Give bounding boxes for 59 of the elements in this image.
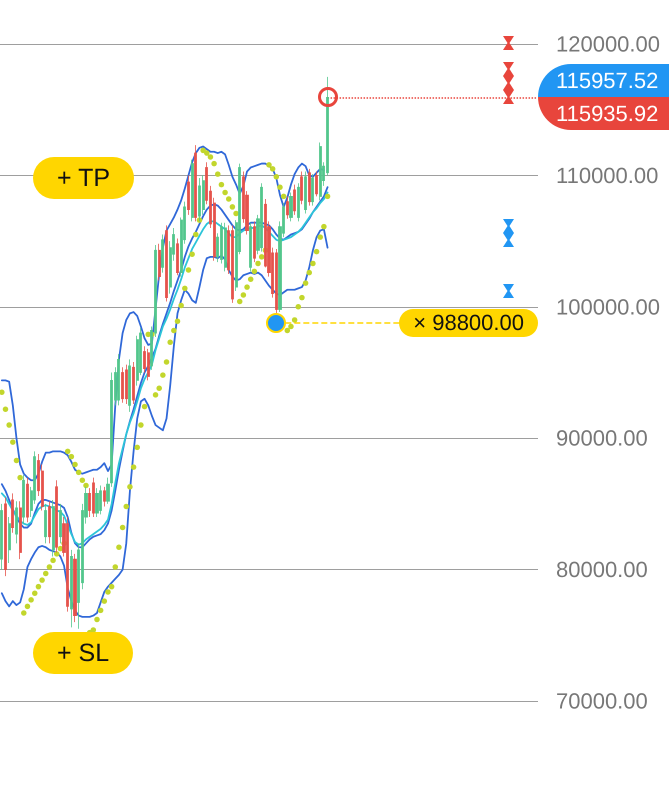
candlestick (191, 159, 194, 222)
y-tick-label: 110000.00 (556, 162, 658, 188)
candlestick (121, 366, 124, 404)
candlestick (48, 500, 51, 544)
candlestick (26, 477, 29, 523)
candlestick (125, 364, 128, 404)
y-tick-label: 120000.00 (556, 32, 660, 56)
candlestick (92, 477, 95, 518)
candlestick (95, 488, 99, 518)
candlestick (315, 171, 318, 197)
candlestick (275, 248, 278, 314)
candlestick (286, 196, 289, 220)
candlestick (161, 234, 164, 274)
pill-button: + TP (33, 157, 134, 199)
candlestick (52, 500, 55, 557)
candlestick (304, 171, 307, 214)
candlestick (319, 142, 322, 201)
candlestick (19, 500, 22, 560)
y-tick-label: 90000.00 (556, 426, 648, 451)
candlestick (260, 182, 263, 252)
candlestick (194, 144, 197, 222)
candlestick (11, 492, 14, 534)
candlestick (231, 224, 234, 304)
y-tick-label: 100000.00 (556, 294, 660, 320)
pill-button: + SL (33, 632, 134, 674)
candlestick (15, 500, 18, 544)
candlestick (8, 516, 11, 564)
candlestick (99, 485, 102, 515)
candlestick (165, 224, 168, 302)
candlestick (0, 504, 3, 570)
ref-line-label: × 98800.00 (413, 310, 524, 336)
candlestick (289, 192, 293, 222)
candlestick (187, 175, 190, 216)
candlestick (73, 553, 77, 623)
candlestick (147, 348, 150, 381)
y-tick-label: 80000.00 (556, 557, 648, 582)
y-tick-label: 70000.00 (556, 688, 648, 714)
candlestick (158, 243, 161, 281)
candlestick (176, 238, 179, 276)
candlestick (4, 496, 7, 577)
candlestick (253, 220, 256, 263)
candlestick (311, 174, 314, 206)
candlestick (70, 549, 73, 628)
candlestick (103, 486, 106, 507)
candlestick (224, 222, 227, 272)
candlestick (300, 171, 303, 205)
candlestick (308, 168, 311, 206)
candlestick (59, 504, 62, 544)
candlestick (293, 184, 296, 216)
candlestick (22, 474, 25, 524)
candlestick (297, 182, 300, 222)
candlestick (66, 516, 69, 612)
candlestick (117, 354, 120, 406)
candlestick (128, 358, 131, 412)
ref-line-label: 115935.92 (556, 100, 658, 127)
candlestick (249, 222, 252, 272)
text: 115957.52 (556, 68, 658, 94)
candlestick (132, 362, 135, 404)
candlestick (44, 504, 47, 544)
